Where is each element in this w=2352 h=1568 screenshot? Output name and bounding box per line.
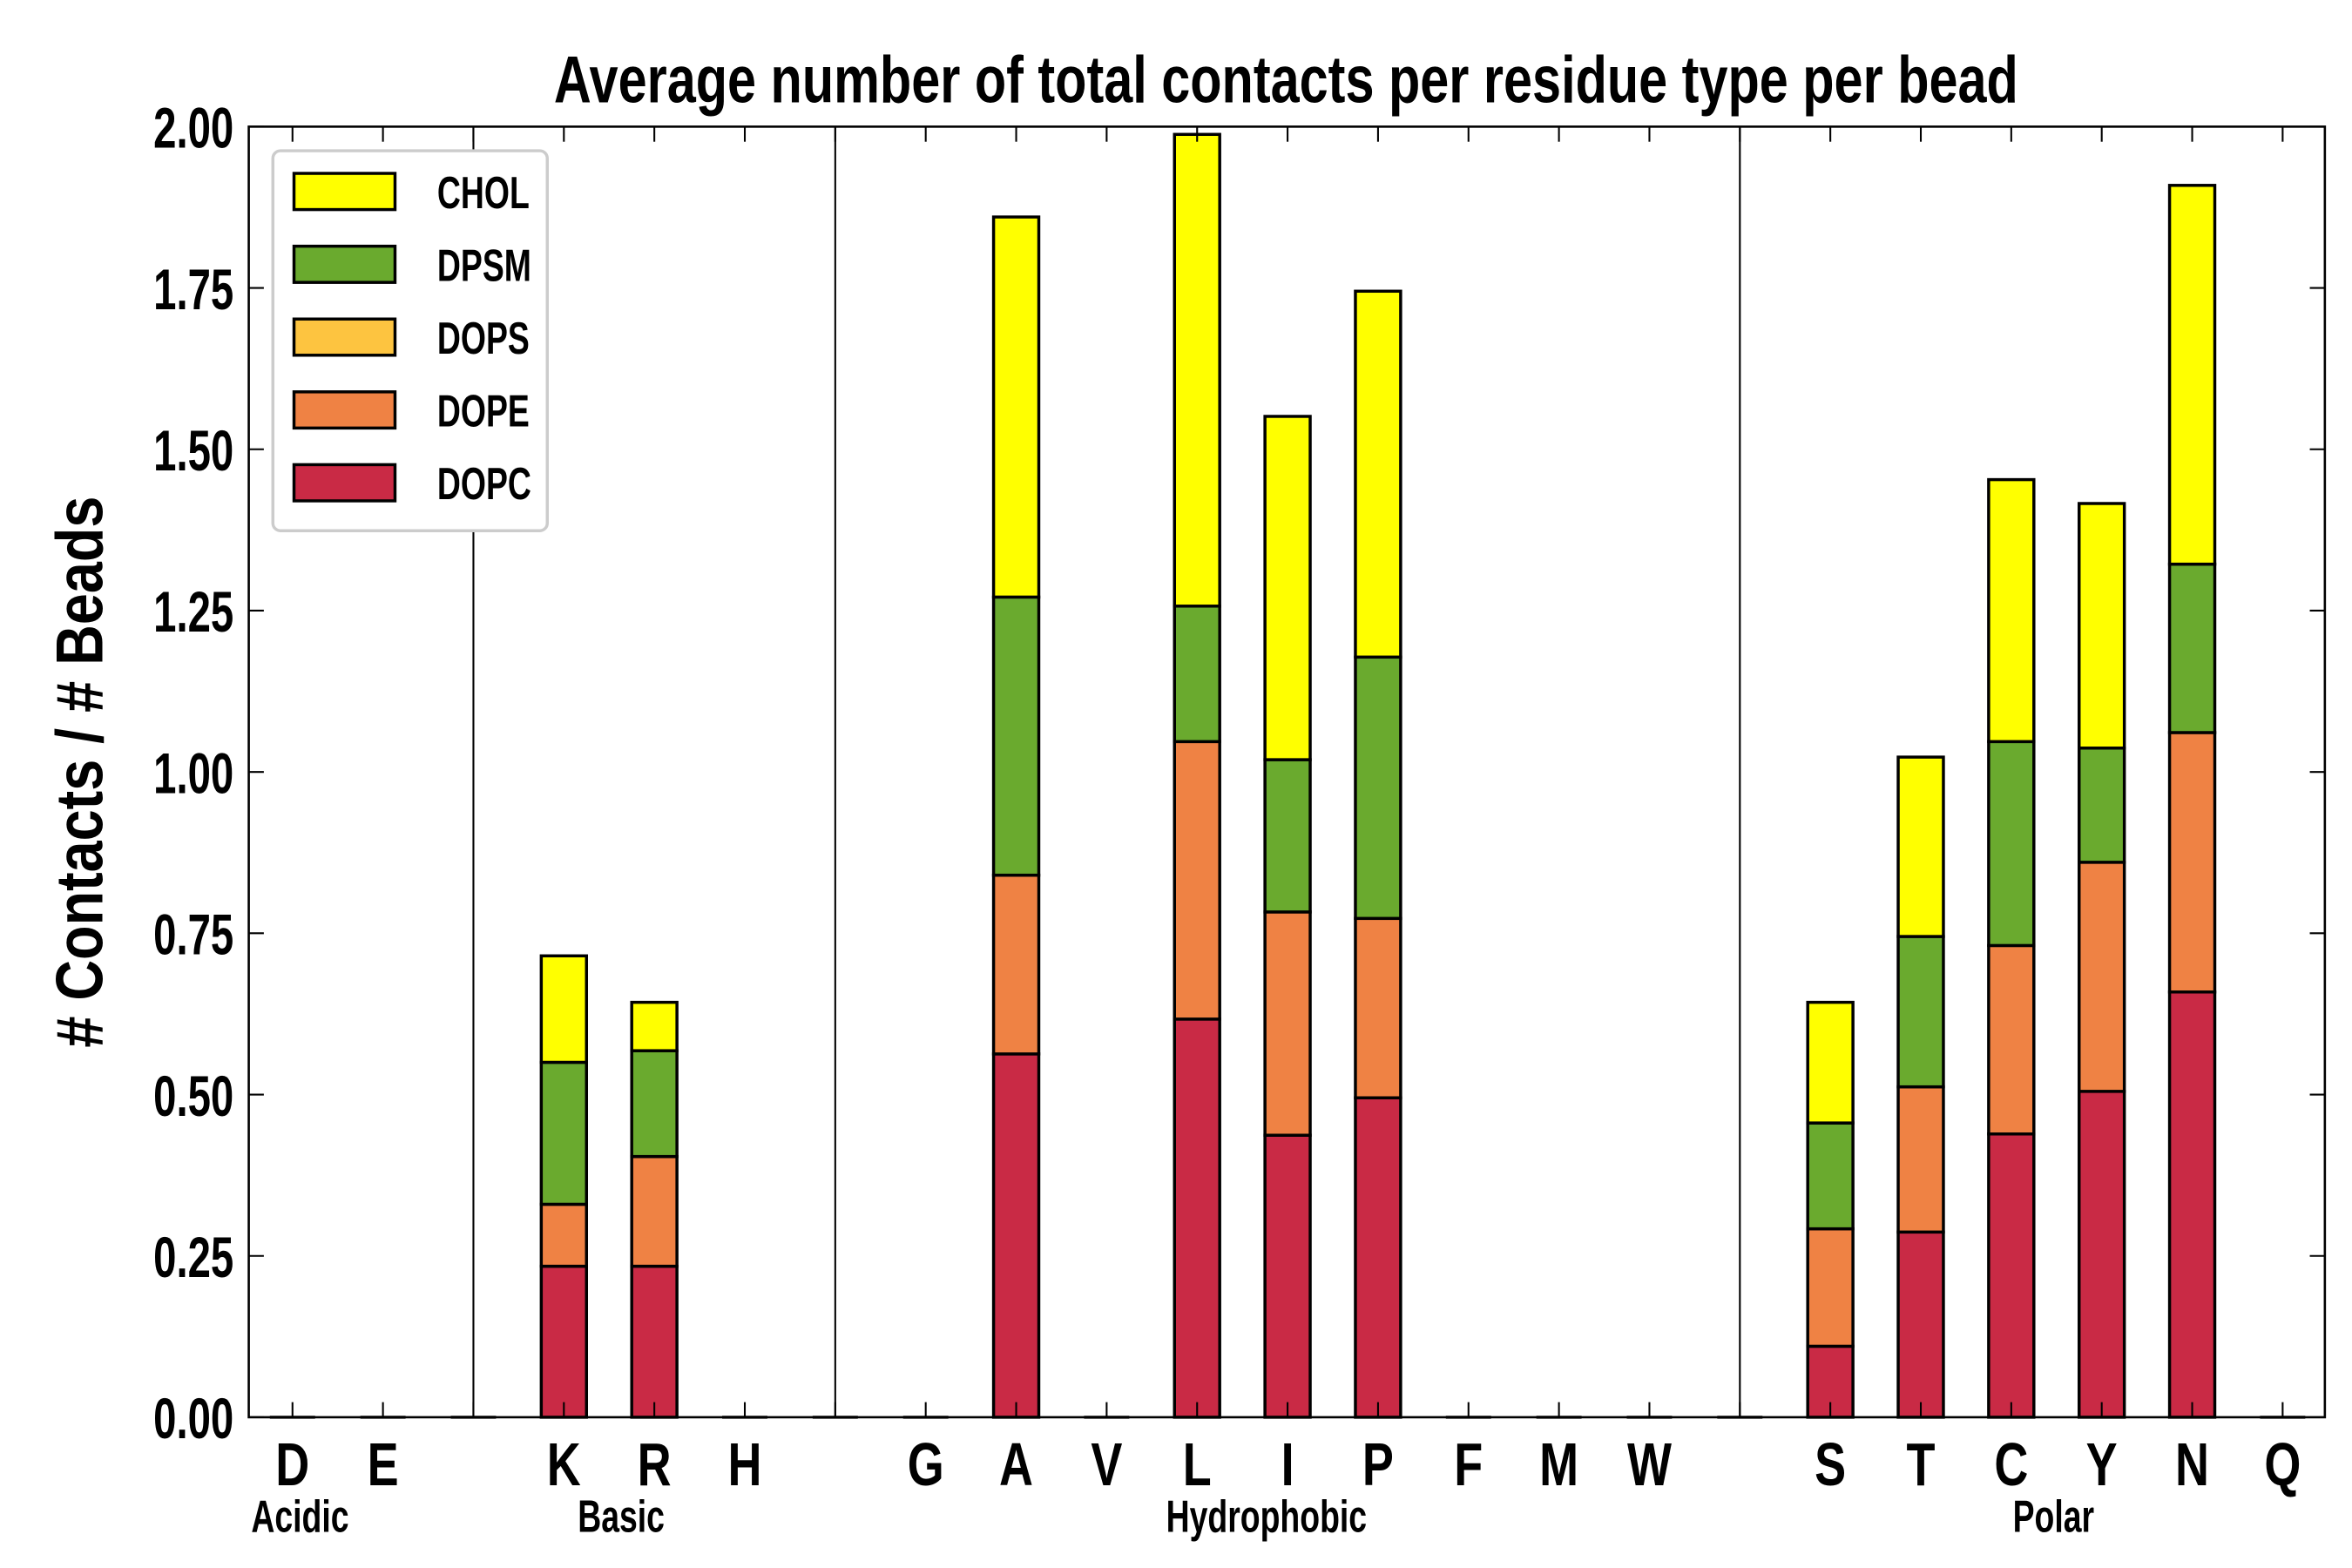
legend-swatch-dope (292, 390, 397, 430)
x-tick-label-R: R (638, 1431, 672, 1498)
bar-dope-N (2167, 731, 2217, 994)
bar-chol-P (1354, 289, 1402, 659)
bar-chol-N (2167, 184, 2217, 566)
bar-dopc-N (2167, 990, 2217, 1419)
legend-swatch-dpsm (292, 244, 397, 284)
bar-dope-T (1896, 1085, 1945, 1234)
bar-chol-L (1173, 132, 1221, 608)
bar-dpsm-L (1173, 605, 1221, 744)
x-tick-label-N: N (2175, 1431, 2209, 1498)
bar-dpsm-R (630, 1049, 679, 1159)
bar-dopc-I (1263, 1133, 1312, 1419)
bar-dope-K (539, 1202, 589, 1268)
bar-dope-Y (2078, 861, 2126, 1093)
legend-label-dpsm: DPSM (437, 240, 531, 291)
x-tick-label-Y: Y (2086, 1431, 2118, 1498)
bar-chol-R (630, 1000, 679, 1052)
group-label-polar: Polar (2013, 1490, 2094, 1542)
bar-chol-S (1806, 1000, 1855, 1125)
y-tick-label: 0.25 (153, 1226, 233, 1289)
group-label-basic: Basic (578, 1490, 665, 1542)
y-tick-label: 2.00 (153, 97, 233, 160)
bar-dopc-C (1987, 1132, 2036, 1419)
y-tick-label: 0.50 (153, 1064, 233, 1128)
bar-dpsm-S (1806, 1121, 1855, 1231)
x-tick-label-T: T (1907, 1431, 1936, 1498)
bar-dopc-K (539, 1264, 589, 1419)
legend-label-dope: DOPE (437, 386, 530, 437)
bar-chol-T (1896, 755, 1945, 938)
group-label-acidic: Acidic (251, 1490, 348, 1542)
bar-chol-C (1987, 477, 2036, 744)
bar-dpsm-C (1987, 740, 2036, 948)
bar-dpsm-T (1896, 935, 1945, 1089)
bar-dope-S (1806, 1227, 1855, 1348)
legend-label-chol: CHOL (437, 167, 530, 219)
legend-swatch-chol (292, 172, 397, 212)
y-tick-label: 1.00 (153, 742, 233, 806)
x-tick-label-P: P (1362, 1431, 1394, 1498)
y-axis-label: # Contacts / # Beads (43, 497, 117, 1048)
bar-dpsm-N (2167, 562, 2217, 734)
legend: CHOL DPSM DOPS DOPE DOPC (271, 149, 549, 532)
y-tick-label: 0.75 (153, 903, 233, 967)
bar-dpsm-A (991, 595, 1041, 877)
x-tick-label-C: C (1994, 1431, 2028, 1498)
y-tick-label: 1.50 (153, 419, 233, 483)
group-label-hydrophobic: Hydrophobic (1166, 1490, 1368, 1542)
x-tick-label-Q: Q (2264, 1431, 2301, 1498)
bar-dpsm-I (1263, 758, 1312, 914)
bar-dope-L (1173, 740, 1221, 1021)
x-tick-label-K: K (547, 1431, 581, 1498)
bars-layer (269, 132, 2306, 1419)
bar-dope-C (1987, 943, 2036, 1136)
bar-dpsm-K (539, 1060, 589, 1206)
bar-chol-K (539, 954, 589, 1064)
legend-swatch-dops (292, 317, 397, 357)
bar-chol-Y (2078, 502, 2126, 750)
x-tick-label-M: M (1539, 1431, 1578, 1498)
legend-label-dopc: DOPC (437, 458, 531, 510)
x-tick-label-H: H (727, 1431, 761, 1498)
x-tick-label-I: I (1281, 1431, 1294, 1498)
x-tick-label-D: D (275, 1431, 309, 1498)
bar-dpsm-P (1354, 655, 1402, 921)
bar-dope-R (630, 1154, 679, 1268)
bar-dope-A (991, 873, 1041, 1056)
bar-dopc-P (1354, 1096, 1402, 1419)
bar-chol-A (991, 215, 1041, 599)
chart-title: Average number of total contacts per res… (554, 44, 2018, 118)
bar-dpsm-Y (2078, 747, 2126, 864)
bar-dopc-Y (2078, 1090, 2126, 1419)
legend-swatch-dopc (292, 463, 397, 503)
axes-layer: 0.00 0.25 0.50 0.75 1.00 1.25 1.50 1.75 2.00 D E K R… (153, 97, 2327, 1542)
x-tick-label-W: W (1627, 1431, 1672, 1498)
bar-dope-P (1354, 916, 1402, 1099)
y-tick-label: 1.75 (153, 258, 233, 321)
bar-dopc-A (991, 1052, 1041, 1419)
x-tick-label-V: V (1091, 1431, 1122, 1498)
bar-dopc-L (1173, 1017, 1221, 1419)
bar-dope-I (1263, 910, 1312, 1137)
x-tick-label-L: L (1183, 1431, 1212, 1498)
x-tick-label-E: E (368, 1431, 399, 1498)
legend-label-dops: DOPS (437, 313, 530, 364)
bar-chol-I (1263, 415, 1312, 761)
bar-dopc-R (630, 1264, 679, 1419)
x-tick-label-A: A (999, 1431, 1033, 1498)
bar-dopc-T (1896, 1230, 1945, 1419)
x-tick-label-S: S (1815, 1431, 1846, 1498)
y-tick-label: 1.25 (153, 581, 233, 645)
x-tick-label-G: G (908, 1431, 944, 1498)
x-tick-label-F: F (1454, 1431, 1483, 1498)
y-tick-label: 0.00 (153, 1388, 233, 1451)
